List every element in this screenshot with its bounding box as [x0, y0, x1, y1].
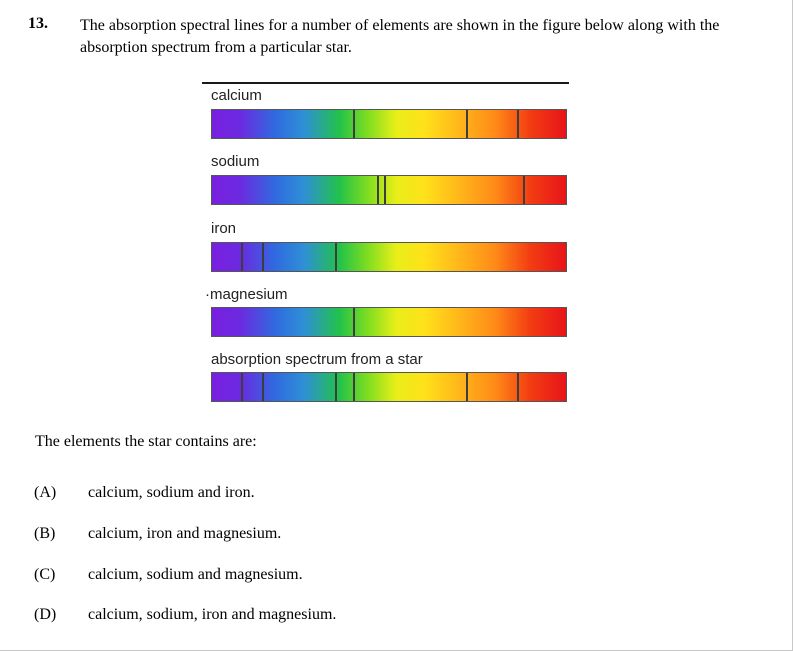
absorption-line [334, 373, 337, 401]
spectrum-bar-star [211, 372, 567, 402]
absorption-line [352, 373, 355, 401]
question-number: 13. [28, 15, 48, 32]
question-stem: The elements the star contains are: [35, 433, 257, 450]
spectrum-label-star: absorption spectrum from a star [211, 351, 423, 368]
absorption-line [384, 176, 387, 204]
spectrum-bar-sodium [211, 175, 567, 205]
absorption-line [262, 373, 265, 401]
question-text: The absorption spectral lines for a numb… [80, 17, 720, 56]
option-c-letter[interactable]: (C) [34, 566, 56, 583]
spectrum-label-magnesium: ·magnesium [205, 286, 288, 303]
spectrum-label-calcium: calcium [211, 87, 262, 104]
option-d-letter[interactable]: (D) [34, 606, 57, 623]
figure-top-rule [202, 82, 569, 84]
absorption-line [334, 243, 337, 271]
spectra-figure: calcium sodium iron ·magnesium absorptio… [202, 80, 572, 410]
spectrum-bar-calcium [211, 109, 567, 139]
option-c-text[interactable]: calcium, sodium and magnesium. [88, 566, 303, 583]
absorption-line [352, 110, 355, 138]
absorption-line [352, 308, 355, 336]
option-d-text[interactable]: calcium, sodium, iron and magnesium. [88, 606, 337, 623]
spectrum-label-sodium: sodium [211, 153, 260, 170]
spectrum-label-iron: iron [211, 220, 237, 237]
absorption-line [377, 176, 380, 204]
absorption-line [465, 110, 468, 138]
absorption-line [465, 373, 468, 401]
absorption-line [517, 110, 520, 138]
absorption-line [241, 243, 244, 271]
option-b-text[interactable]: calcium, iron and magnesium. [88, 525, 282, 542]
spectrum-bar-iron [211, 242, 567, 272]
option-a-letter[interactable]: (A) [34, 484, 57, 501]
absorption-line [262, 243, 265, 271]
option-a-text[interactable]: calcium, sodium and iron. [88, 484, 255, 501]
absorption-line [517, 373, 520, 401]
spectrum-bar-magnesium [211, 307, 567, 337]
option-b-letter[interactable]: (B) [34, 525, 56, 542]
absorption-line [522, 176, 525, 204]
absorption-line [241, 373, 244, 401]
